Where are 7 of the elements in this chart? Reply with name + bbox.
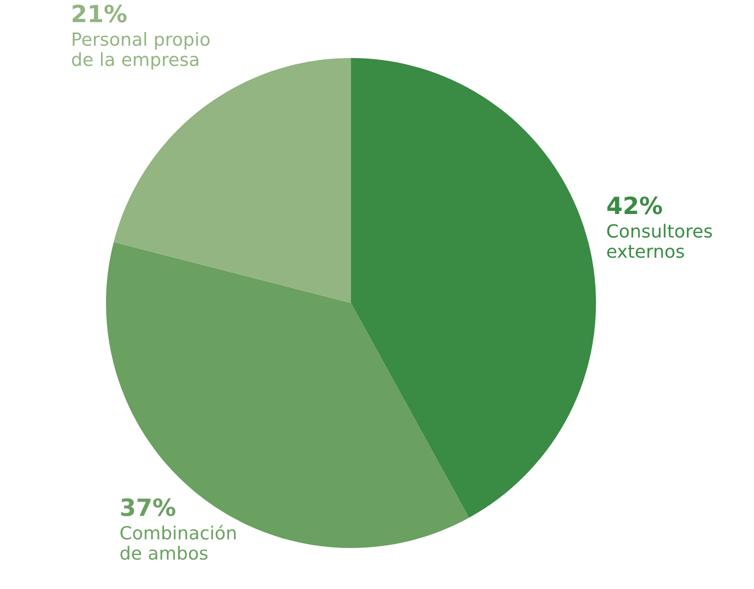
data-label: 21% xyxy=(72,4,127,22)
data-label: 42% xyxy=(607,196,662,214)
data-label: 37% xyxy=(121,498,176,516)
slice-label: Combinación de ambos xyxy=(120,524,236,560)
slice-label: Consultores externos xyxy=(607,224,712,258)
slice-label: Personal propio de la empresa xyxy=(72,32,210,70)
pie-slice xyxy=(351,58,596,518)
